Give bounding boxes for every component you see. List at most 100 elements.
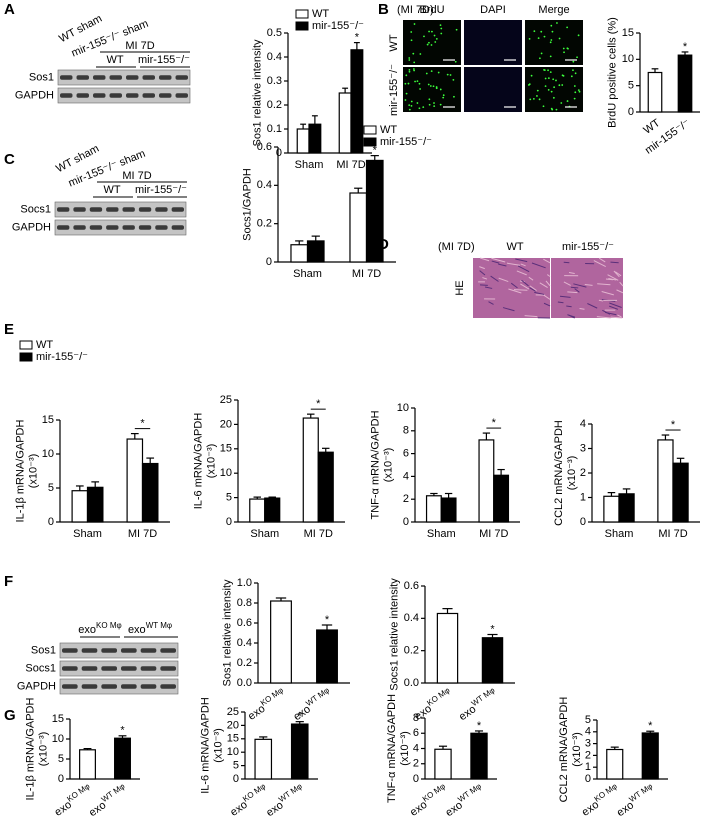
blot-band xyxy=(101,684,117,689)
tissue-fiber xyxy=(568,272,575,274)
tissue-fiber xyxy=(597,283,611,286)
cell-dot xyxy=(566,100,569,102)
x-tick-label: MI 7D xyxy=(336,159,365,171)
x-tick-label-sup: KO Mφ xyxy=(425,686,451,708)
histology-image xyxy=(473,258,550,318)
tissue-fiber xyxy=(520,283,530,290)
bar xyxy=(79,749,96,780)
legend-label: mir-155⁻/⁻ xyxy=(312,20,364,32)
cell-dot xyxy=(544,85,547,88)
y-tick-label: 0 xyxy=(580,516,586,528)
y-tick-label: 0.6 xyxy=(404,580,419,592)
cell-dot xyxy=(413,61,416,64)
y-tick-label: 0.5 xyxy=(267,27,282,39)
tissue-fiber xyxy=(479,270,486,276)
blot-strip xyxy=(54,201,187,218)
y-axis-unit: (x10⁻³) xyxy=(566,456,578,491)
y-tick-label: 4 xyxy=(413,742,419,754)
y-tick-label: 15 xyxy=(227,733,239,745)
stain-label: HE xyxy=(454,280,466,295)
tissue-fiber xyxy=(601,291,614,296)
significance: * xyxy=(355,32,360,44)
blot-band xyxy=(109,75,122,80)
y-axis-label: IL-6 mRNA/GAPDH xyxy=(200,697,212,794)
blot-band xyxy=(62,648,78,653)
blot-band xyxy=(60,75,73,80)
cell-dot xyxy=(527,84,530,86)
blot-band xyxy=(93,75,106,80)
cell-dot xyxy=(578,90,581,93)
tissue-fiber xyxy=(609,305,619,310)
cell-dot xyxy=(412,68,415,70)
tissue-fiber xyxy=(513,289,528,291)
blot-band xyxy=(142,93,155,98)
y-tick-label: 10 xyxy=(220,467,232,479)
cell-dot xyxy=(405,92,408,95)
blot-strip xyxy=(57,69,191,86)
y-tick-label: 0.8 xyxy=(237,597,252,609)
significance: * xyxy=(298,711,303,723)
tissue-fiber xyxy=(529,287,536,292)
cell-dot xyxy=(538,98,541,101)
tissue-fiber xyxy=(584,283,593,286)
blot-band xyxy=(101,648,117,653)
tissue-fiber xyxy=(506,262,520,266)
blot-band xyxy=(171,207,184,212)
cell-dot xyxy=(404,82,407,85)
bar xyxy=(296,128,310,154)
cell-dot xyxy=(547,69,549,72)
bar xyxy=(86,486,104,523)
y-tick-label: 3 xyxy=(580,442,586,454)
tissue-fiber xyxy=(484,286,493,289)
cell-dot xyxy=(566,47,569,50)
cell-dot xyxy=(408,68,411,71)
tissue-fiber xyxy=(573,283,587,288)
blot-band xyxy=(89,225,103,230)
y-tick-label: 0 xyxy=(266,256,272,268)
y-tick-label: 0.1 xyxy=(267,123,282,135)
blot-band xyxy=(155,207,168,212)
blot-row-label: Sos1 xyxy=(31,644,56,656)
y-tick-label: 25 xyxy=(220,394,232,406)
y-tick-label: 10 xyxy=(397,402,409,414)
blot-band xyxy=(122,225,135,230)
bar xyxy=(308,123,322,154)
y-tick-label: 0.6 xyxy=(237,617,252,629)
tissue-fiber xyxy=(534,291,545,295)
y-tick-label: 5 xyxy=(58,753,64,765)
x-tick-label-sup: WT Mφ xyxy=(277,782,304,805)
bar xyxy=(264,497,281,523)
y-axis-unit: (x10⁻³) xyxy=(28,454,40,489)
y-tick-label: 0.2 xyxy=(404,645,419,657)
panel-letter: C xyxy=(4,151,15,168)
y-tick-label: 10 xyxy=(227,746,239,758)
y-tick-label: 20 xyxy=(227,719,239,731)
bar xyxy=(338,92,352,154)
tissue-fiber xyxy=(559,295,571,298)
tissue-fiber xyxy=(610,316,623,319)
tissue-fiber xyxy=(615,271,622,277)
bar xyxy=(647,71,663,113)
tissue-fiber xyxy=(529,285,537,291)
blot-band xyxy=(81,648,98,653)
tissue-fiber xyxy=(617,314,622,318)
y-tick-label: 15 xyxy=(52,713,64,725)
blot-band xyxy=(140,648,157,653)
cell-dot xyxy=(442,94,445,97)
tissue-fiber xyxy=(479,266,485,270)
y-axis-label: CCL2 mRNA/GAPDH xyxy=(558,697,570,803)
subgroup-label: WT xyxy=(106,54,123,66)
y-tick-label: 15 xyxy=(220,443,232,455)
tissue-fiber xyxy=(516,270,527,276)
y-tick-label: 8 xyxy=(403,425,409,437)
tissue-fiber xyxy=(543,302,551,307)
tissue-fiber xyxy=(521,279,529,287)
group-label: MI 7D xyxy=(122,170,151,182)
y-tick-label: 15 xyxy=(42,414,54,426)
y-tick-label: 0.4 xyxy=(267,51,282,63)
y-tick-label: 0.6 xyxy=(257,141,272,153)
cell-dot xyxy=(408,57,411,59)
x-tick-label-sup: KO Mφ xyxy=(593,782,619,804)
tissue-fiber xyxy=(539,282,548,289)
y-axis-label: IL-1β mRNA/GAPDH xyxy=(25,697,37,800)
